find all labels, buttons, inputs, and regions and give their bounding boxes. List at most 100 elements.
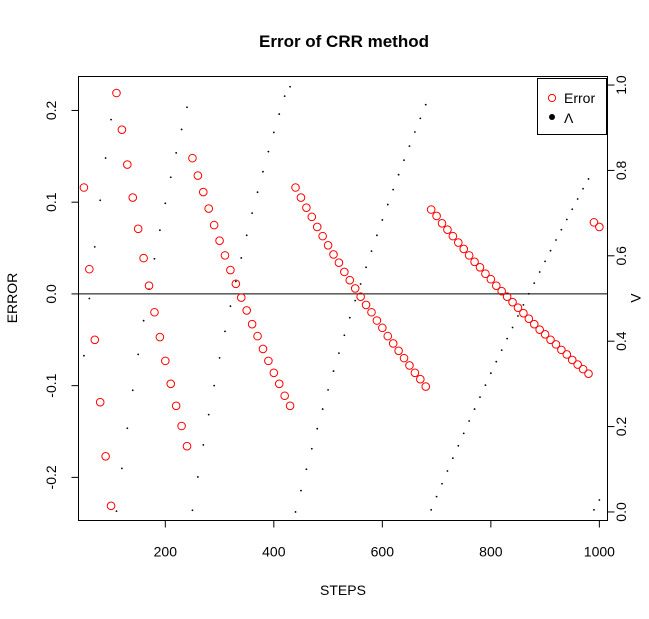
lambda-point [435, 495, 438, 498]
lambda-point [278, 113, 281, 115]
legend-label-lambda: Λ [564, 110, 574, 126]
chart-title: Error of CRR method [259, 32, 429, 51]
error-point [432, 211, 441, 221]
error-point [85, 264, 94, 274]
y-tick-label: 0.1 [43, 192, 59, 212]
legend: Error Λ [537, 78, 607, 135]
error-point [177, 421, 186, 431]
error-point [470, 257, 479, 267]
error-point [209, 220, 219, 230]
error-point [280, 391, 289, 401]
lambda-point [110, 118, 112, 121]
error-point [361, 300, 371, 310]
error-point [291, 183, 300, 192]
lambda-point [565, 218, 568, 221]
error-point [589, 218, 599, 227]
error-point [519, 308, 528, 318]
error-point [372, 316, 382, 325]
lambda-point [272, 131, 275, 134]
error-point [551, 340, 561, 349]
lambda-point [593, 508, 595, 511]
error-point [486, 274, 496, 284]
legend-marker-lambda [549, 114, 555, 120]
error-point [296, 193, 306, 202]
error-point [204, 204, 214, 213]
error-point [383, 331, 393, 341]
lambda-point [158, 229, 161, 232]
error-point [535, 325, 544, 334]
error-point [182, 441, 192, 451]
error-point [329, 250, 338, 259]
error-point [101, 451, 110, 461]
error-point [356, 292, 365, 301]
lambda-point [126, 427, 129, 430]
lambda-point [451, 457, 454, 460]
error-point [459, 244, 469, 254]
lambda-point [115, 510, 118, 513]
lambda-point [88, 297, 91, 300]
y2-tick-label: 0.8 [613, 160, 629, 180]
lambda-point [294, 511, 297, 513]
error-point [166, 379, 176, 389]
error-point [161, 356, 170, 366]
lambda-point [137, 353, 140, 356]
y2-tick-label: 0.4 [613, 331, 629, 351]
error-point [312, 222, 322, 232]
error-point [123, 160, 132, 169]
y-tick-label: 0.2 [43, 101, 59, 121]
lambda-point [560, 228, 563, 231]
lambda-point [506, 337, 509, 340]
lambda-point [517, 315, 519, 317]
lambda-point [582, 187, 584, 190]
error-point [345, 275, 355, 285]
error-point [350, 284, 360, 293]
error-point [426, 205, 436, 214]
error-point [595, 222, 604, 232]
error-point [540, 329, 550, 339]
lambda-point [500, 349, 503, 352]
error-point [112, 88, 121, 98]
error-point [318, 231, 327, 241]
error-point [394, 346, 403, 356]
error-point [242, 306, 251, 315]
error-point [323, 240, 333, 250]
error-point [524, 314, 534, 323]
error-point [171, 401, 181, 411]
error-point [399, 353, 409, 363]
error-point [193, 171, 203, 180]
error-point [491, 281, 501, 290]
lambda-point [354, 299, 357, 302]
lambda-point [479, 396, 481, 399]
error-point [155, 332, 165, 342]
y-tick-label: -0.2 [43, 465, 59, 489]
lambda-point [267, 150, 270, 153]
error-point [274, 379, 284, 389]
error-point [443, 225, 452, 234]
lambda-point [83, 354, 85, 357]
lambda-point [240, 257, 243, 259]
error-point [90, 335, 100, 345]
error-point [258, 344, 268, 354]
lambda-point [283, 95, 286, 98]
lambda-point [327, 388, 329, 391]
lambda-point [224, 330, 226, 333]
lambda-point [424, 103, 427, 106]
error-point [416, 374, 425, 384]
error-point [144, 281, 154, 290]
lambda-point [359, 283, 362, 285]
error-point [497, 286, 507, 296]
error-point [117, 125, 127, 135]
lambda-point [169, 176, 172, 179]
lambda-point [338, 352, 340, 355]
y-tick-label: 0.0 [43, 284, 59, 304]
lambda-point [386, 203, 389, 206]
lambda-point [365, 266, 367, 269]
y-tick-label: -0.1 [43, 373, 59, 397]
lambda-point [522, 304, 525, 306]
lambda-point [484, 384, 487, 387]
error-point [198, 187, 208, 197]
lambda-series [83, 85, 601, 513]
error-point [405, 361, 414, 370]
y-axis-label: ERROR [4, 273, 20, 324]
